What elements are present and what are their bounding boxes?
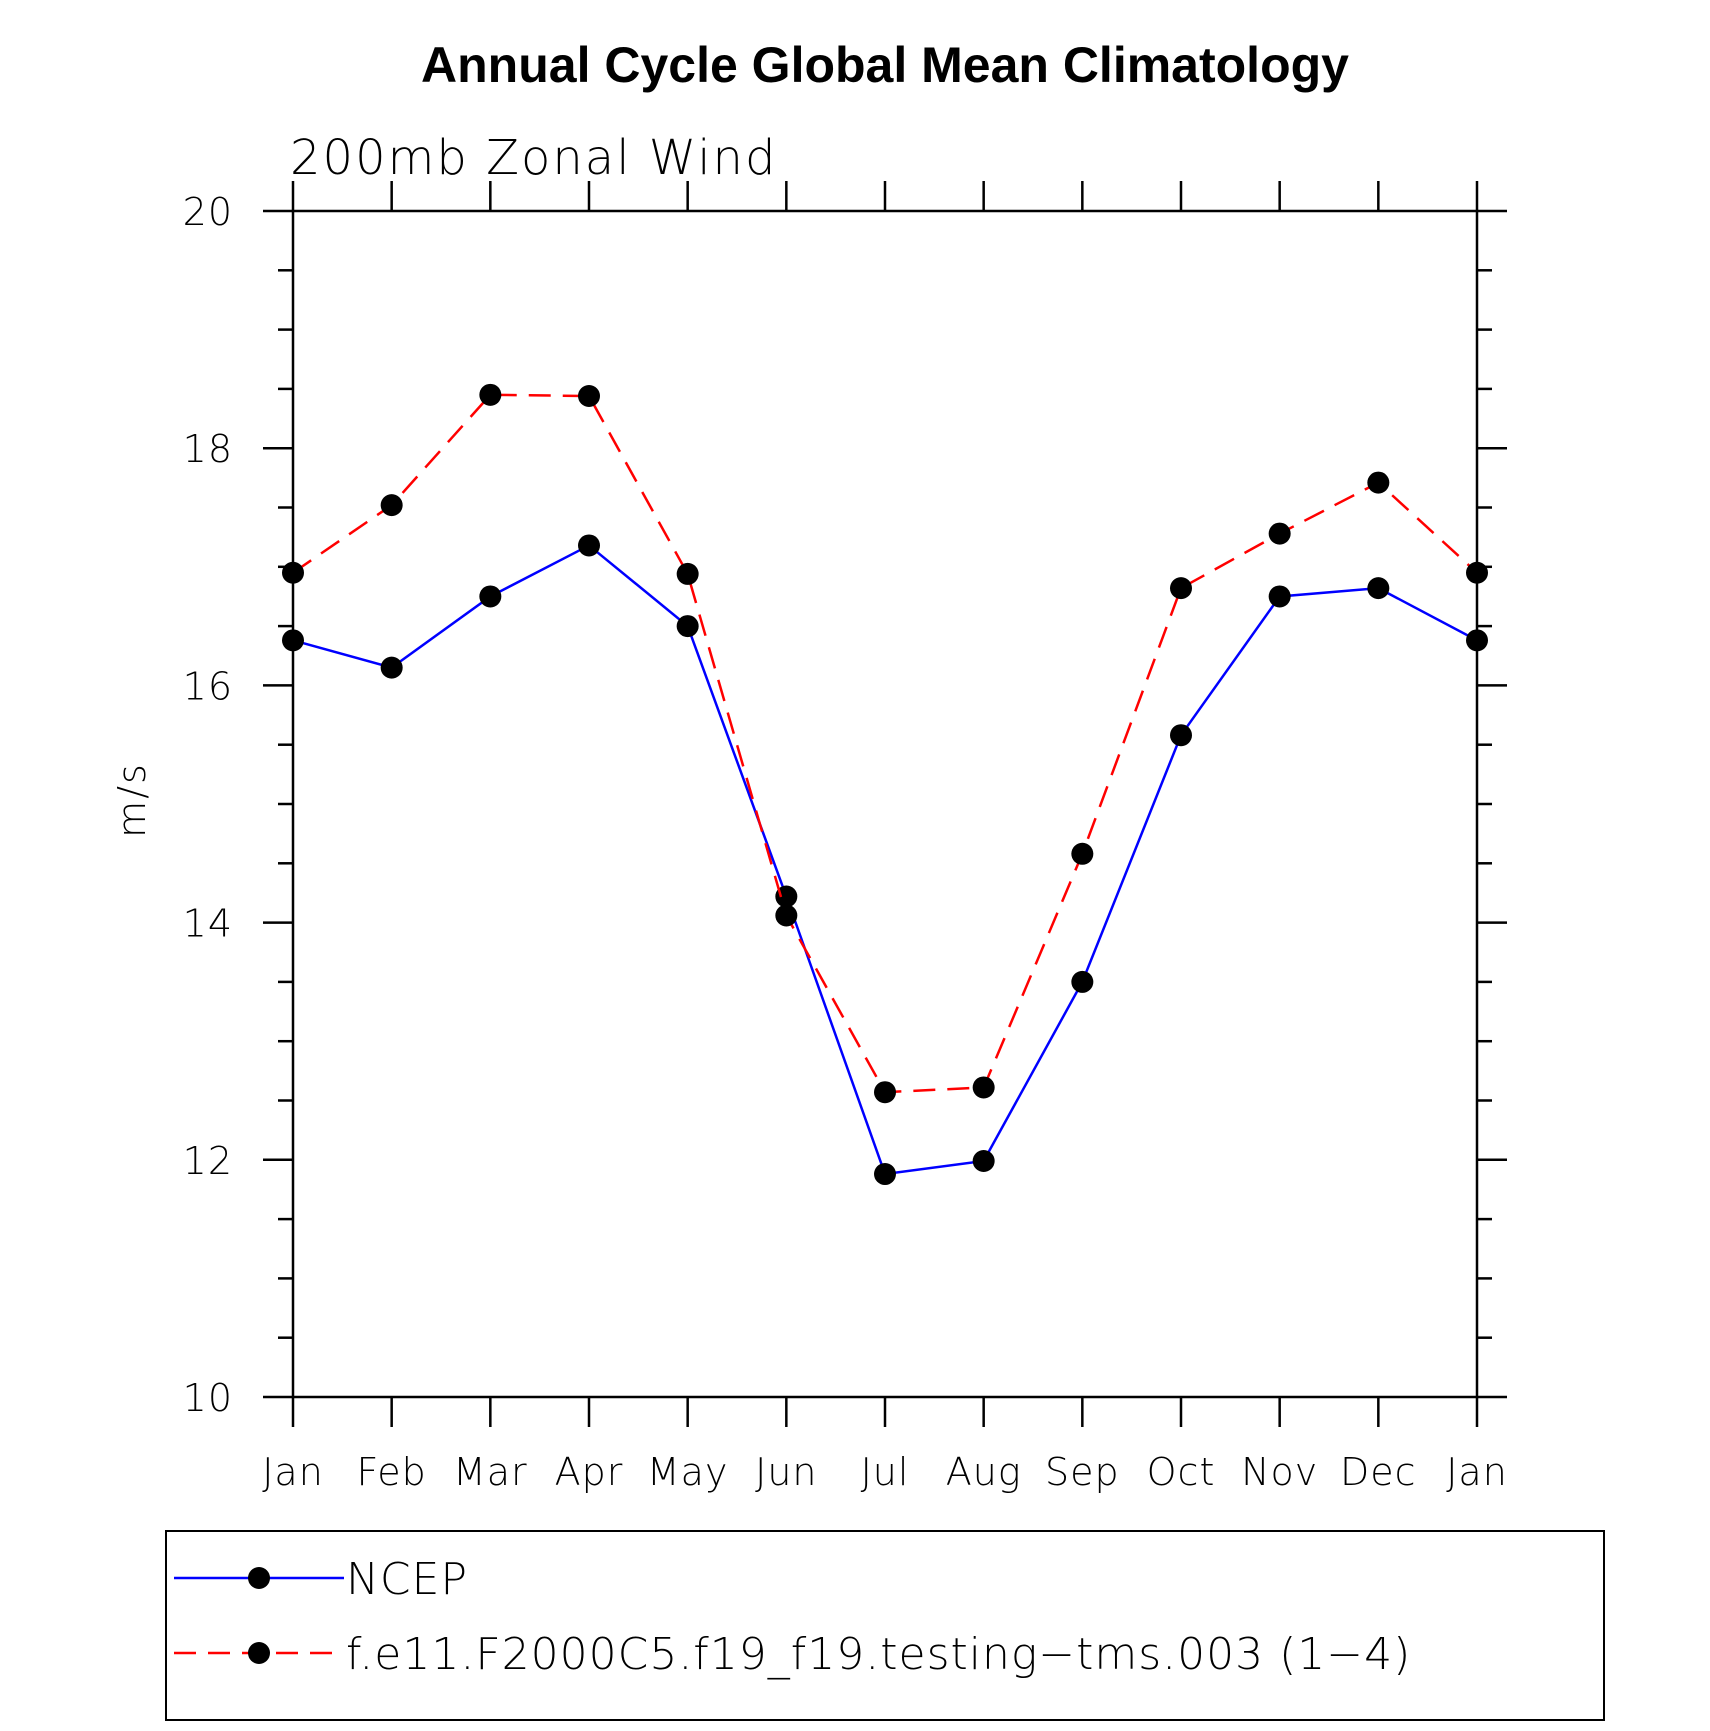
y-tick-label: 20 bbox=[183, 190, 233, 234]
data-point-series-1 bbox=[972, 1076, 995, 1099]
x-tick-label: Apr bbox=[555, 1450, 624, 1494]
legend: NCEP f.e11.F2000C5.f19_f19.testing−tms.00… bbox=[165, 1530, 1605, 1721]
series-line-1 bbox=[292, 393, 1478, 1094]
data-point-series-0 bbox=[676, 615, 699, 638]
y-tick-label: 18 bbox=[183, 427, 233, 471]
data-point-series-0 bbox=[1466, 629, 1488, 652]
x-tick-label: Sep bbox=[1045, 1450, 1120, 1494]
data-point-series-1 bbox=[1071, 842, 1094, 865]
chart-subtitle: 200mb Zonal Wind bbox=[290, 130, 777, 186]
data-point-series-0 bbox=[479, 585, 502, 608]
data-point-series-1 bbox=[775, 904, 798, 927]
y-tick-label: 12 bbox=[183, 1139, 233, 1183]
y-axis-label: m/s bbox=[110, 762, 154, 838]
legend-marker-1 bbox=[248, 1642, 270, 1664]
data-point-series-0 bbox=[1367, 577, 1390, 600]
data-point-series-1 bbox=[282, 561, 304, 584]
y-tick-label: 10 bbox=[183, 1376, 233, 1420]
data-point-series-1 bbox=[380, 494, 403, 517]
data-point-series-0 bbox=[1268, 585, 1291, 608]
data-point-series-1 bbox=[1170, 577, 1192, 600]
x-tick-label: Aug bbox=[946, 1450, 1022, 1494]
y-tick-label: 16 bbox=[183, 664, 233, 708]
plot-frame bbox=[291, 209, 1479, 1399]
data-point-series-1 bbox=[1268, 522, 1291, 545]
data-point-series-0 bbox=[775, 885, 798, 908]
x-tick-label: Jul bbox=[861, 1450, 910, 1494]
x-tick-label: Jan bbox=[262, 1450, 324, 1494]
data-point-series-0 bbox=[1071, 970, 1094, 993]
data-point-series-0 bbox=[874, 1163, 896, 1186]
x-tick-label: Jan bbox=[1446, 1450, 1508, 1494]
data-point-series-1 bbox=[479, 383, 502, 406]
legend-label-0: NCEP bbox=[346, 1554, 468, 1605]
legend-label-1: f.e11.F2000C5.f19_f19.testing−tms.003 (1… bbox=[346, 1629, 1411, 1680]
data-point-series-0 bbox=[972, 1149, 995, 1172]
chart-title: Annual Cycle Global Mean Climatology bbox=[421, 37, 1349, 93]
series-layer bbox=[282, 383, 1488, 1186]
data-point-series-0 bbox=[1170, 724, 1192, 747]
y-tick-label: 14 bbox=[183, 902, 233, 946]
data-point-series-1 bbox=[676, 562, 699, 585]
x-tick-label: Jun bbox=[755, 1450, 817, 1494]
legend-box bbox=[165, 1530, 1605, 1721]
data-point-series-1 bbox=[1466, 561, 1488, 584]
x-tick-label: Mar bbox=[453, 1450, 528, 1494]
data-point-series-0 bbox=[578, 534, 600, 557]
data-point-series-0 bbox=[282, 629, 304, 652]
data-point-series-0 bbox=[380, 656, 403, 679]
data-point-series-1 bbox=[1367, 471, 1390, 494]
x-tick-label: Nov bbox=[1241, 1450, 1318, 1494]
x-tick-label: May bbox=[647, 1450, 729, 1494]
data-point-series-1 bbox=[874, 1081, 896, 1104]
series-line-0 bbox=[292, 543, 1478, 1176]
legend-marker-0 bbox=[248, 1567, 270, 1589]
x-tick-label: Dec bbox=[1340, 1450, 1417, 1494]
x-tick-label: Feb bbox=[357, 1450, 427, 1494]
plot-border bbox=[291, 209, 1479, 1399]
y-axis: 10 12 14 16 18 20 bbox=[183, 190, 1507, 1420]
x-tick-label: Oct bbox=[1147, 1450, 1216, 1494]
x-axis: Jan Feb Mar Apr May Jun Jul Aug Sep Oct Nov Dec Jan bbox=[262, 181, 1508, 1494]
data-point-series-1 bbox=[578, 385, 600, 408]
